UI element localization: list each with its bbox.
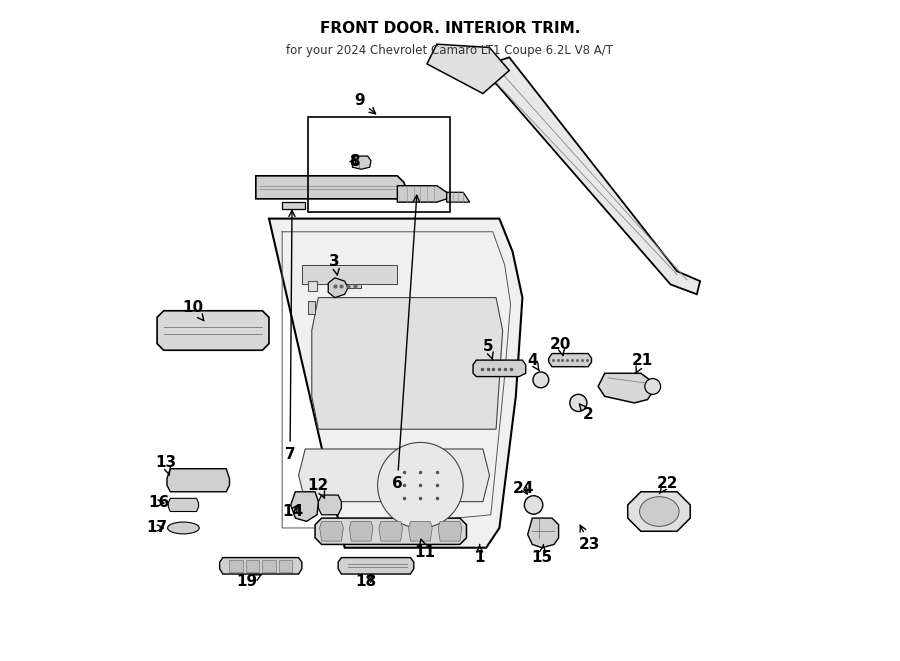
- Text: 16: 16: [148, 496, 170, 510]
- Circle shape: [570, 395, 587, 411]
- Polygon shape: [328, 284, 361, 288]
- Polygon shape: [446, 192, 470, 202]
- Text: 15: 15: [532, 545, 553, 565]
- Polygon shape: [527, 518, 559, 548]
- Text: 8: 8: [349, 155, 360, 169]
- Text: 7: 7: [284, 210, 295, 462]
- Polygon shape: [309, 281, 317, 291]
- Polygon shape: [473, 360, 526, 377]
- Polygon shape: [167, 469, 230, 492]
- Polygon shape: [283, 202, 305, 209]
- Polygon shape: [438, 522, 462, 541]
- Polygon shape: [379, 522, 402, 541]
- Polygon shape: [220, 558, 302, 574]
- Polygon shape: [158, 311, 269, 350]
- Text: 4: 4: [527, 352, 539, 371]
- Text: 10: 10: [183, 300, 204, 321]
- Text: 9: 9: [354, 93, 375, 114]
- Polygon shape: [269, 219, 522, 548]
- Circle shape: [525, 496, 543, 514]
- Text: 18: 18: [356, 574, 376, 590]
- Circle shape: [378, 442, 464, 528]
- Polygon shape: [627, 492, 690, 531]
- Text: 3: 3: [329, 254, 340, 275]
- Polygon shape: [598, 373, 654, 403]
- Polygon shape: [319, 495, 341, 515]
- Text: 21: 21: [632, 352, 652, 373]
- Polygon shape: [246, 560, 259, 572]
- Text: 19: 19: [237, 574, 261, 590]
- Text: 23: 23: [579, 525, 600, 552]
- Bar: [309, 116, 450, 212]
- Circle shape: [644, 379, 661, 395]
- Polygon shape: [338, 558, 414, 574]
- Polygon shape: [320, 522, 344, 541]
- Text: 2: 2: [580, 404, 594, 422]
- Polygon shape: [168, 498, 199, 512]
- Polygon shape: [230, 560, 243, 572]
- Text: for your 2024 Chevrolet Camaro LT1 Coupe 6.2L V8 A/T: for your 2024 Chevrolet Camaro LT1 Coupe…: [286, 44, 614, 57]
- Text: 11: 11: [415, 539, 436, 561]
- Polygon shape: [291, 492, 319, 522]
- Polygon shape: [349, 522, 373, 541]
- Polygon shape: [315, 518, 466, 545]
- Polygon shape: [351, 156, 371, 169]
- Text: 24: 24: [513, 481, 535, 496]
- Polygon shape: [263, 560, 275, 572]
- Text: 6: 6: [392, 195, 419, 490]
- Text: 20: 20: [550, 338, 572, 356]
- Polygon shape: [409, 522, 432, 541]
- Text: 5: 5: [483, 340, 493, 360]
- Polygon shape: [299, 449, 490, 502]
- Polygon shape: [328, 278, 348, 297]
- Text: 14: 14: [283, 504, 304, 519]
- Text: 13: 13: [155, 455, 176, 475]
- Polygon shape: [256, 176, 407, 199]
- Polygon shape: [311, 297, 503, 429]
- Text: 17: 17: [147, 520, 167, 535]
- Polygon shape: [464, 58, 700, 294]
- Ellipse shape: [640, 496, 680, 526]
- Text: 12: 12: [308, 478, 329, 498]
- Polygon shape: [549, 354, 591, 367]
- Polygon shape: [397, 186, 446, 202]
- Text: FRONT DOOR. INTERIOR TRIM.: FRONT DOOR. INTERIOR TRIM.: [320, 21, 580, 36]
- Text: 1: 1: [474, 545, 485, 565]
- Ellipse shape: [167, 522, 199, 534]
- Polygon shape: [302, 264, 397, 284]
- Circle shape: [533, 372, 549, 388]
- Polygon shape: [309, 301, 315, 314]
- Polygon shape: [279, 560, 292, 572]
- Text: 22: 22: [656, 476, 678, 494]
- Polygon shape: [427, 44, 509, 94]
